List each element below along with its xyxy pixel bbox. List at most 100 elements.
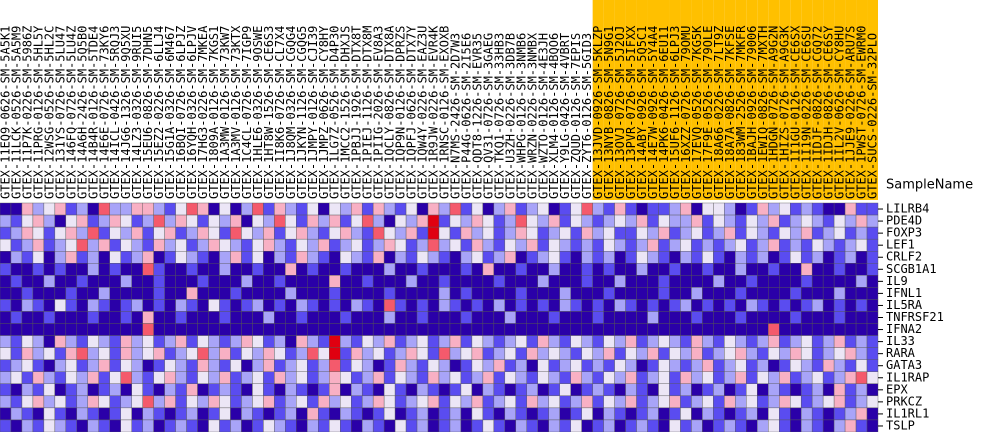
x-tick-label: GTEX-SUCS-0226-SM-32PLO [866, 33, 880, 199]
cell [614, 371, 626, 384]
cell [263, 214, 275, 228]
cell [757, 419, 769, 432]
cell [21, 275, 34, 288]
cell [822, 347, 835, 360]
x-tick-label: GTEX-14A6H-2426-SM-5Q5B0 [75, 26, 89, 199]
cell [724, 251, 736, 264]
cell [197, 347, 209, 360]
cell [570, 202, 582, 216]
cell [361, 323, 374, 336]
x-tick-label: GTEX-1QPFJ-0626-SM-DTX7Y [405, 25, 419, 199]
cell [800, 311, 813, 324]
cell [87, 238, 99, 252]
cell [548, 202, 560, 216]
cell [318, 383, 330, 397]
cell [252, 287, 264, 300]
cell [779, 335, 791, 348]
cell [713, 299, 725, 312]
cell [10, 347, 23, 360]
cell [735, 251, 747, 264]
cell [87, 371, 99, 384]
cell [10, 214, 23, 228]
cell [493, 395, 506, 409]
cell [307, 383, 319, 397]
cell [691, 335, 703, 348]
cell [735, 275, 747, 288]
cell [603, 275, 615, 288]
cell [636, 263, 648, 276]
cell [504, 202, 517, 216]
cell [603, 238, 615, 252]
cell [724, 299, 736, 312]
cell [296, 287, 308, 300]
cell [592, 347, 604, 360]
cell [120, 202, 132, 216]
cell [383, 371, 396, 384]
cell [636, 251, 648, 264]
cell [394, 419, 407, 432]
cell [285, 202, 297, 216]
cell [98, 214, 110, 228]
cell [208, 299, 220, 312]
cell [669, 251, 681, 264]
cell [581, 263, 593, 276]
cell [724, 202, 736, 216]
cell [274, 299, 286, 312]
cell [285, 347, 297, 360]
cell [32, 407, 45, 421]
cell [175, 347, 187, 360]
cell [811, 214, 824, 228]
cell [427, 202, 440, 216]
cell [790, 323, 802, 336]
cell [197, 323, 209, 336]
y-tick-label: LEF1 [886, 238, 915, 252]
cell [274, 275, 286, 288]
cell [340, 263, 352, 276]
cell [416, 263, 429, 276]
cell [351, 311, 363, 324]
x-tick-label: GTEX-P44G-0626-SM-2I5E6 [459, 33, 473, 199]
cell [680, 299, 692, 312]
cell [120, 407, 132, 421]
cell [43, 347, 56, 360]
cell [844, 407, 857, 421]
cell [351, 214, 363, 228]
x-tick-label: GTEX-18A66-0226-SM-7LT9Z [712, 26, 726, 199]
cell [10, 287, 23, 300]
cell [811, 238, 824, 252]
cell [779, 251, 791, 264]
cell [43, 359, 56, 372]
cell [581, 395, 593, 409]
cell [361, 407, 374, 421]
cell [296, 251, 308, 264]
cell [65, 359, 78, 372]
cell [460, 263, 473, 276]
cell [822, 275, 835, 288]
x-tick-label: GTEX-1RNSC-0126-SM-EXOXB [437, 26, 451, 199]
cell [592, 371, 604, 384]
cell [197, 383, 209, 397]
cell [405, 251, 418, 264]
cell [285, 419, 297, 432]
x-tick-label: GTEX-14ABY-0926-SM-5Q5C1 [635, 26, 649, 199]
cell [361, 347, 374, 360]
cell [581, 311, 593, 324]
cell [219, 335, 231, 348]
cell [0, 275, 12, 288]
cell [230, 214, 242, 228]
cell [372, 299, 385, 312]
cell [54, 226, 67, 240]
cell [844, 359, 857, 372]
cell [768, 275, 780, 288]
cell [636, 214, 648, 228]
cell [427, 287, 440, 300]
cell [372, 202, 385, 216]
x-tick-label: GTEX-1HIZS-0726-SM-A9G3K [778, 25, 792, 199]
cell [142, 214, 154, 228]
cell [186, 238, 198, 252]
cell [702, 407, 714, 421]
cell [449, 263, 462, 276]
cell [724, 407, 736, 421]
cell [208, 251, 220, 264]
cell [724, 371, 736, 384]
